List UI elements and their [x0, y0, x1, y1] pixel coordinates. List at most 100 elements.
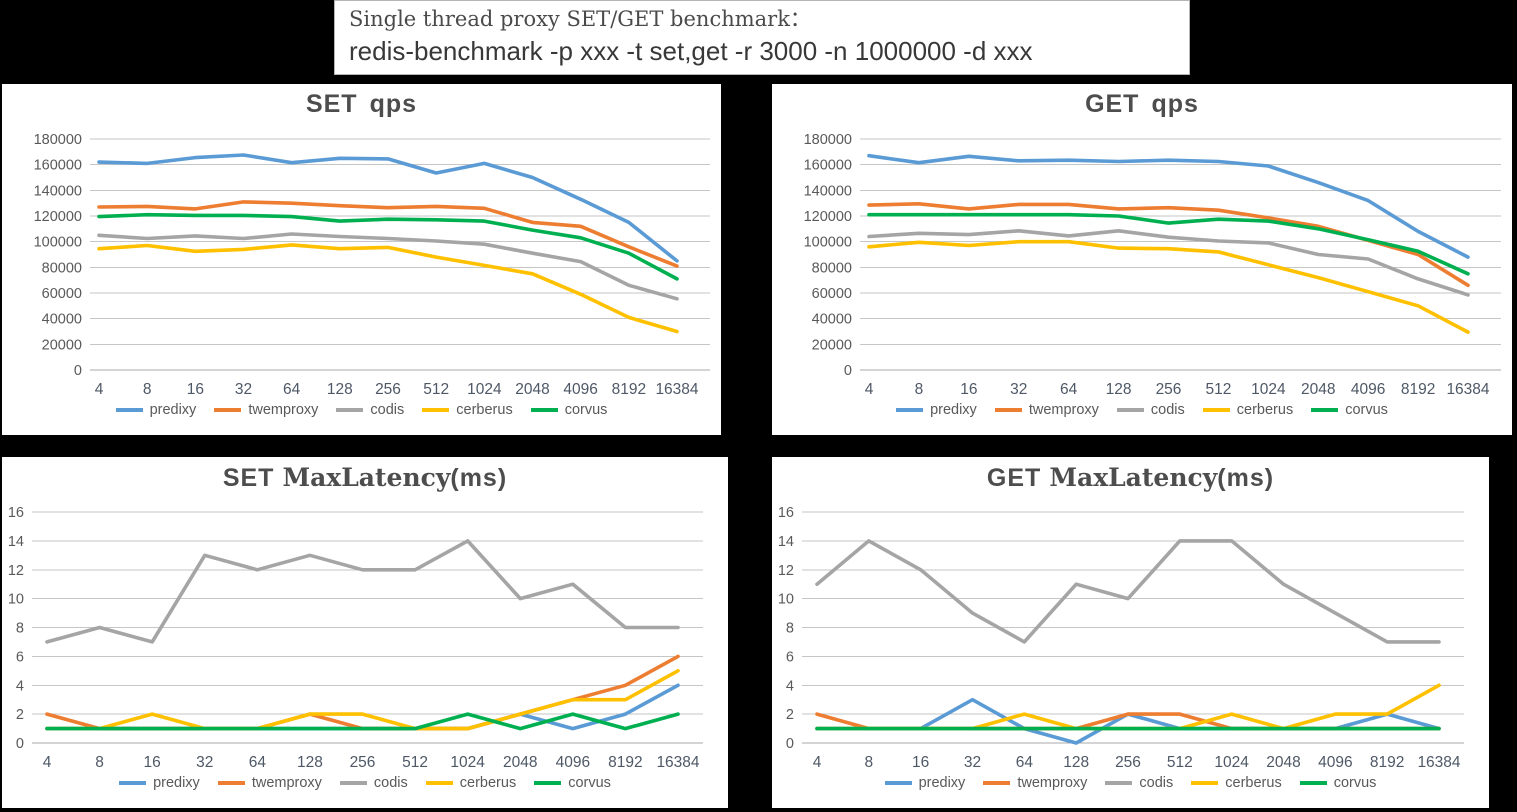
y-tick-label: 10 — [778, 592, 794, 608]
legend-label-cerberus: cerberus — [456, 402, 513, 418]
legend-item-corvus: corvus — [1311, 402, 1388, 418]
x-tick-label: 8192 — [612, 381, 646, 398]
legend-label-corvus: corvus — [564, 402, 608, 418]
y-tick-label: 40000 — [812, 312, 852, 328]
series-line-codis — [867, 229, 1470, 297]
legend-item-twemproxy: twemproxy — [217, 775, 322, 791]
x-tick-label: 16 — [912, 754, 929, 771]
legend-label-corvus: corvus — [1345, 402, 1388, 418]
legend-item-predixy: predixy — [115, 402, 197, 418]
y-tick-label: 140000 — [34, 183, 82, 199]
legend-swatch-corvus — [1311, 408, 1339, 412]
legend-label-twemproxy: twemproxy — [1017, 775, 1088, 791]
legend-swatch-codis — [339, 781, 367, 785]
y-tick-label: 8 — [16, 621, 24, 637]
series-line-cerberus — [97, 243, 679, 334]
legend-item-cerberus: cerberus — [422, 402, 513, 418]
y-tick-label: 160000 — [804, 158, 852, 174]
chart-title-get-qps: GET qps — [772, 90, 1512, 119]
series-line-twemproxy — [97, 200, 679, 268]
x-tick-label: 1024 — [1214, 754, 1249, 771]
y-tick-label: 20000 — [42, 337, 82, 353]
legend-item-predixy: predixy — [119, 775, 200, 791]
legend-label-cerberus: cerberus — [1225, 775, 1282, 791]
x-tick-label: 16384 — [1417, 754, 1460, 771]
y-tick-label: 100000 — [804, 235, 852, 251]
x-tick-label: 8 — [143, 381, 152, 398]
x-tick-label: 128 — [327, 381, 353, 398]
x-tick-label: 256 — [1115, 754, 1141, 771]
legend-label-codis: codis — [1139, 775, 1174, 791]
y-tick-label: 2 — [16, 707, 24, 723]
series-line-predixy — [815, 697, 1441, 745]
legend-label-codis: codis — [1150, 402, 1185, 418]
y-tick-label: 80000 — [812, 260, 852, 276]
legend-swatch-codis — [1105, 781, 1133, 785]
legend-item-codis: codis — [1116, 402, 1185, 418]
x-tick-label: 64 — [1016, 754, 1034, 771]
chart-title-suffix: (ms) — [1217, 464, 1275, 492]
chart-title-main: MaxLatency — [1049, 463, 1218, 492]
legend-label-predixy: predixy — [153, 775, 200, 791]
legend-item-twemproxy: twemproxy — [983, 775, 1087, 791]
x-tick-label: 1024 — [1251, 381, 1286, 398]
x-tick-label: 64 — [283, 381, 301, 398]
legend-label-codis: codis — [373, 775, 408, 791]
series-line-codis — [45, 539, 680, 644]
chart-svg-get-qps: 0 20000 40000 60000 80000 100000 120000 140000 1… — [804, 132, 1501, 398]
chart-title-set-qps: SET qps — [2, 90, 721, 119]
legend-item-cerberus: cerberus — [1191, 775, 1282, 791]
legend-swatch-twemproxy — [217, 781, 245, 785]
x-tick-label: 64 — [249, 754, 267, 771]
x-tick-label: 2048 — [515, 381, 549, 398]
legend-label-corvus: corvus — [1333, 775, 1377, 791]
legend-swatch-corvus — [534, 781, 562, 785]
x-tick-label: 16384 — [656, 754, 699, 771]
benchmark-title: Single thread proxy SET/GET benchmark： — [349, 7, 811, 31]
x-tick-label: 64 — [1060, 381, 1078, 398]
chart-title-prefix: SET — [222, 464, 275, 492]
legend-item-corvus: corvus — [530, 402, 608, 418]
y-tick-label: 0 — [16, 736, 24, 752]
legend-label-predixy: predixy — [918, 775, 966, 791]
x-tick-label: 2048 — [503, 754, 537, 771]
legend-swatch-corvus — [530, 408, 558, 412]
series-line-predixy — [867, 153, 1470, 259]
x-tick-label: 128 — [1106, 381, 1132, 398]
y-tick-label: 16 — [8, 505, 24, 521]
x-tick-label: 32 — [235, 381, 252, 398]
legend-swatch-twemproxy — [983, 781, 1011, 785]
legend-label-predixy: predixy — [149, 402, 197, 418]
legend-swatch-predixy — [896, 408, 924, 412]
chart-title-prefix: SET — [305, 90, 358, 118]
chart-title-suffix: (ms) — [450, 464, 508, 492]
x-tick-label: 16384 — [655, 381, 698, 398]
x-tick-label: 8192 — [1370, 754, 1404, 771]
x-tick-label: 4 — [813, 754, 822, 771]
chart-svg-set-qps: 0 20000 40000 60000 80000 100000 120000 140000 1… — [34, 132, 710, 398]
y-tick-label: 180000 — [34, 132, 82, 148]
legend-item-cerberus: cerberus — [1202, 402, 1293, 418]
legend-item-twemproxy: twemproxy — [994, 402, 1099, 418]
x-tick-label: 32 — [964, 754, 981, 771]
legend-swatch-codis — [336, 408, 364, 412]
x-tick-label: 128 — [297, 754, 323, 771]
chart-panel-get-qps: GET qps predixy twemproxy codis cerberus corv… — [770, 82, 1514, 437]
y-tick-label: 0 — [74, 363, 82, 379]
x-tick-label: 16384 — [1446, 381, 1489, 398]
y-tick-label: 2 — [786, 707, 794, 723]
legend-label-twemproxy: twemproxy — [1028, 402, 1099, 418]
chart-panel-get-maxlatency: GET MaxLatency(ms) predixy twemproxy codis c… — [770, 455, 1491, 810]
x-tick-label: 256 — [1156, 381, 1182, 398]
chart-panel-set-maxlatency: SET MaxLatency(ms) predixy twemproxy codis c… — [0, 455, 730, 810]
legend-set-maxlatency: predixy twemproxy codis cerberus corvus — [2, 775, 728, 791]
x-tick-label: 16 — [187, 381, 204, 398]
chart-panel-set-qps: SET qps predixy twemproxy codis cerberus corv… — [0, 82, 723, 437]
y-tick-label: 140000 — [804, 183, 852, 199]
legend-swatch-twemproxy — [214, 408, 242, 412]
y-tick-label: 14 — [778, 534, 794, 550]
legend-get-qps: predixy twemproxy codis cerberus corvus — [772, 402, 1512, 418]
benchmark-command: redis-benchmark -p xxx -t set,get -r 300… — [349, 36, 1033, 66]
x-tick-label: 256 — [350, 754, 376, 771]
x-tick-label: 2048 — [1266, 754, 1300, 771]
